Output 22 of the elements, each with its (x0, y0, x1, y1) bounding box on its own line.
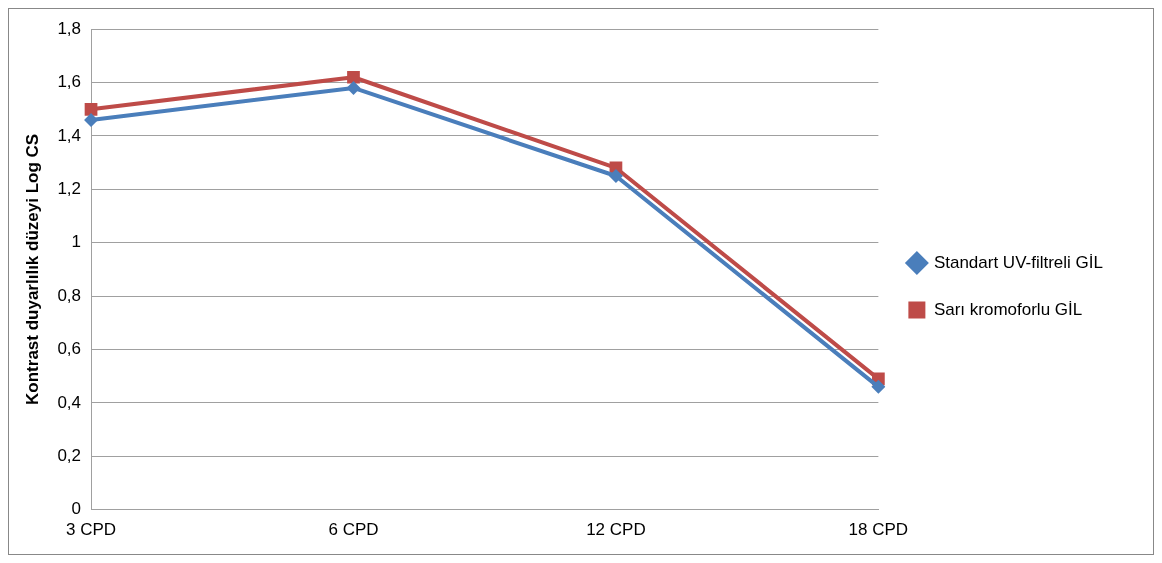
y-tick-label: 0,6 (57, 339, 82, 359)
y-tick-label: 1 (71, 232, 82, 252)
point (347, 70, 360, 84)
point (871, 379, 886, 394)
y-tick-label: 0 (71, 499, 82, 519)
point (346, 80, 361, 95)
y-tick-label: 0,4 (57, 392, 82, 412)
legend-label: Standart UV-filtreli GİL (933, 252, 1103, 272)
y-axis-title: Kontrast duyarlılık düzeyi Log CS (22, 133, 42, 405)
y-tick-label: 1,6 (57, 72, 82, 92)
y-tick-label: 1,4 (57, 125, 82, 145)
y-tick-label: 1,8 (57, 18, 82, 38)
x-tick-label: 12 CPD (586, 520, 646, 540)
y-tick-label: 0,2 (57, 445, 82, 465)
point (84, 112, 99, 127)
x-tick-label: 18 CPD (848, 520, 909, 540)
point (608, 168, 623, 183)
x-tick-label: 6 CPD (328, 520, 379, 540)
y-tick-label: 0,8 (57, 285, 82, 305)
y-tick-label: 1,2 (57, 179, 82, 199)
x-tick-label: 3 CPD (65, 520, 117, 540)
legend-label: Sarı kromoforlu GİL (933, 299, 1083, 319)
